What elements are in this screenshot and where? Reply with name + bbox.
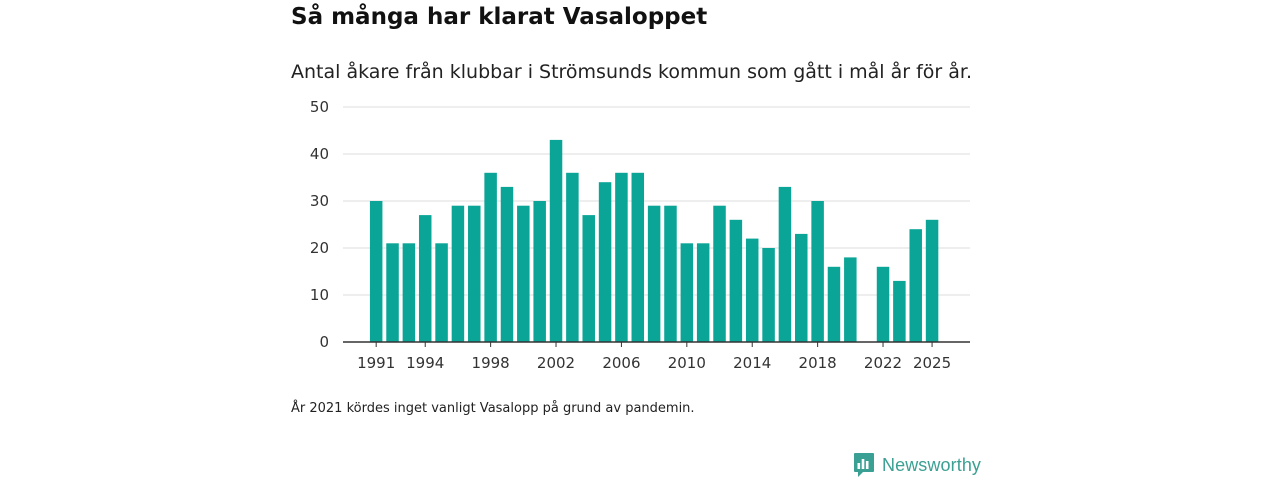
bar-2012: [713, 205, 726, 342]
bar-2009: [664, 205, 677, 342]
y-tick-label: 10: [310, 286, 329, 304]
bar-2020: [844, 257, 857, 342]
bar-2016: [778, 186, 792, 342]
x-tick-label: 1998: [472, 354, 510, 372]
bar-2001: [533, 201, 546, 342]
bar-1991: [369, 201, 383, 342]
x-tick-label: 1994: [406, 354, 444, 372]
chart-title: Så många har klarat Vasaloppet: [291, 4, 708, 30]
bar-1996: [451, 205, 465, 342]
bar-2024: [909, 229, 922, 342]
bar-2002: [549, 139, 563, 342]
bar-1994: [418, 215, 432, 342]
y-tick-label: 0: [319, 333, 329, 351]
bar-2013: [729, 219, 743, 342]
bar-2015: [762, 248, 775, 342]
bar-1998: [484, 172, 497, 342]
bar-2008: [647, 205, 661, 342]
bar-2017: [795, 233, 808, 342]
bar-1997: [468, 205, 481, 342]
bar-1995: [435, 243, 448, 342]
x-tick-label: 1991: [357, 354, 395, 372]
bar-2010: [680, 243, 694, 342]
bar-2023: [893, 280, 906, 342]
bar-2022: [876, 266, 890, 342]
axes: 0 10 20 30 40 50 1991 1994 1998 2002 2006 2010 2014 2…: [310, 98, 970, 372]
x-tick-label: 2014: [733, 354, 771, 372]
bar-2004: [582, 215, 595, 342]
y-tick-label: 20: [310, 239, 329, 257]
brand-logo: Newsworthy: [853, 452, 981, 478]
bar-1993: [402, 243, 416, 342]
y-tick-label: 40: [310, 145, 329, 163]
bar-2025: [925, 219, 939, 342]
bar-2007: [631, 172, 645, 342]
bar-2018: [811, 201, 824, 342]
x-tick-label: 2022: [864, 354, 902, 372]
bar-2000: [517, 205, 530, 342]
y-tick-label: 50: [310, 98, 329, 116]
bar-2014: [745, 238, 759, 342]
bar-2006: [615, 172, 628, 342]
x-tick-label: 2025: [913, 354, 951, 372]
bar-2019: [827, 266, 841, 342]
bar-1992: [386, 243, 399, 342]
bar-2005: [598, 182, 612, 342]
x-tick-label: 2018: [799, 354, 837, 372]
brand-name: Newsworthy: [882, 454, 982, 475]
bar-2011: [696, 243, 710, 342]
newsworthy-logo-icon: [854, 453, 874, 477]
x-tick-label: 2002: [537, 354, 575, 372]
chart-subtitle: Antal åkare från klubbar i Strömsunds ko…: [291, 61, 973, 83]
footnote: År 2021 kördes inget vanligt Vasalopp på…: [291, 401, 695, 416]
bar-1999: [500, 186, 514, 342]
y-tick-label: 30: [310, 192, 329, 210]
x-tick-label: 2006: [602, 354, 640, 372]
bar-2003: [566, 172, 579, 342]
x-tick-label: 2010: [668, 354, 706, 372]
bars: [369, 139, 939, 342]
